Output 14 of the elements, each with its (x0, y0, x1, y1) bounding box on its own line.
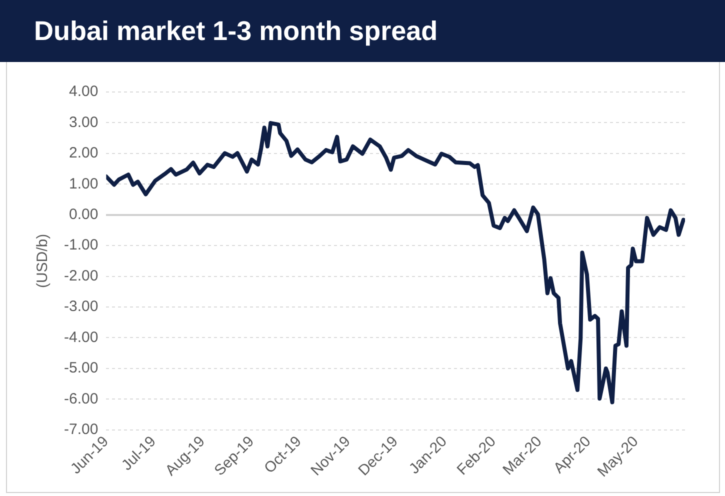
y-tick-label: -4.00 (64, 328, 98, 346)
y-tick-label: 1.00 (68, 175, 98, 192)
y-tick-label: 3.00 (68, 114, 98, 131)
y-tick-label: -6.00 (64, 390, 98, 408)
y-tick-label: -1.00 (64, 236, 98, 254)
y-tick-label: 4.00 (68, 83, 98, 100)
y-tick-label: -3.00 (64, 298, 98, 316)
y-tick-label: 0.00 (68, 206, 98, 224)
y-tick-label: 2.00 (68, 144, 98, 162)
y-tick-label: -7.00 (64, 421, 98, 438)
chart-title: Dubai market 1-3 month spread (0, 0, 725, 62)
y-tick-label: -5.00 (64, 360, 98, 377)
y-tick-label: -2.00 (64, 267, 98, 284)
y-axis-title: (USD/b) (34, 234, 52, 288)
